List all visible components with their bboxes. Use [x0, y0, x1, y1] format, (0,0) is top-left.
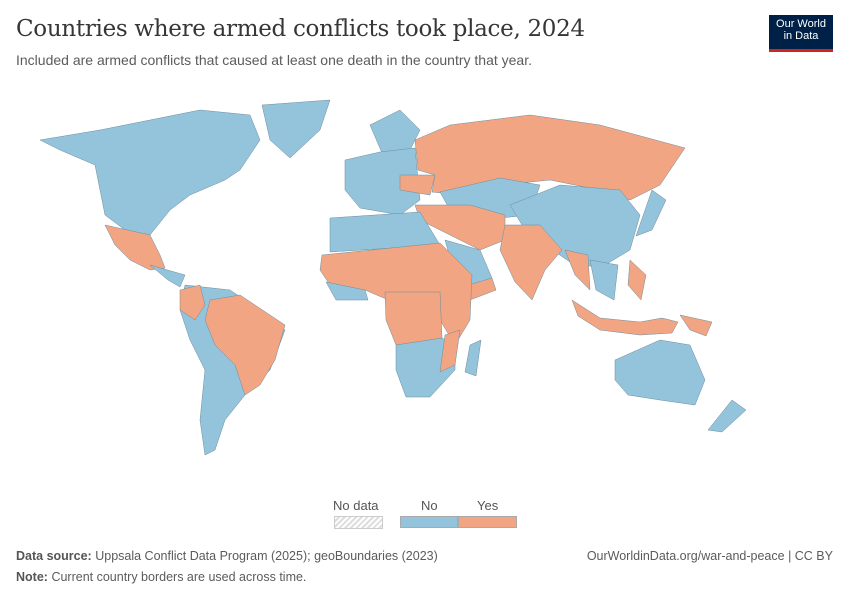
legend-no-swatch[interactable]: [400, 516, 458, 528]
note-text: Current country borders are used across …: [51, 570, 307, 584]
region-myanmar[interactable]: [564, 249, 591, 291]
logo-text: Our World in Data: [776, 18, 826, 42]
legend-yes-swatch[interactable]: [458, 516, 517, 528]
region-papua-new-guinea[interactable]: [679, 314, 713, 337]
region-north-america[interactable]: [39, 109, 261, 236]
note: Note: Current country borders are used a…: [16, 570, 306, 584]
legend-no-label: No: [421, 498, 438, 513]
region-philippines[interactable]: [627, 259, 647, 301]
source-text: Uppsala Conflict Data Program (2025); ge…: [95, 549, 438, 563]
data-source: Data source: Uppsala Conflict Data Progr…: [16, 549, 438, 563]
region-japan[interactable]: [635, 189, 667, 237]
source-url-link[interactable]: OurWorldinData.org/war-and-peace | CC BY: [586, 549, 833, 563]
region-indonesia[interactable]: [571, 299, 679, 336]
region-mainland-southeast-asia[interactable]: [589, 259, 619, 301]
region-greenland[interactable]: [261, 99, 331, 159]
region-ukraine[interactable]: [399, 174, 436, 196]
legend: No data No Yes: [330, 498, 520, 538]
region-europe[interactable]: [344, 147, 421, 216]
legend-yes-label: Yes: [477, 498, 499, 513]
note-label: Note:: [16, 570, 48, 584]
region-australia[interactable]: [614, 339, 706, 406]
region-mozambique[interactable]: [439, 329, 461, 373]
region-mexico[interactable]: [104, 224, 166, 271]
legend-no-data-label: No data: [333, 498, 379, 513]
page-title: Countries where armed conflicts took pla…: [16, 16, 585, 42]
source-label: Data source:: [16, 549, 92, 563]
legend-no-data-swatch[interactable]: [334, 516, 383, 529]
region-colombia[interactable]: [179, 284, 206, 321]
region-new-zealand[interactable]: [707, 399, 747, 433]
subtitle: Included are armed conflicts that caused…: [16, 52, 532, 68]
owid-logo[interactable]: Our World in Data: [769, 15, 833, 52]
region-madagascar[interactable]: [464, 339, 482, 377]
region-brazil[interactable]: [204, 294, 286, 396]
region-russia[interactable]: [414, 114, 686, 201]
region-southern-africa[interactable]: [395, 337, 456, 398]
region-central-america[interactable]: [149, 264, 186, 288]
region-india[interactable]: [499, 224, 563, 301]
region-west-africa-coast[interactable]: [325, 281, 369, 301]
world-map: [39, 99, 747, 456]
